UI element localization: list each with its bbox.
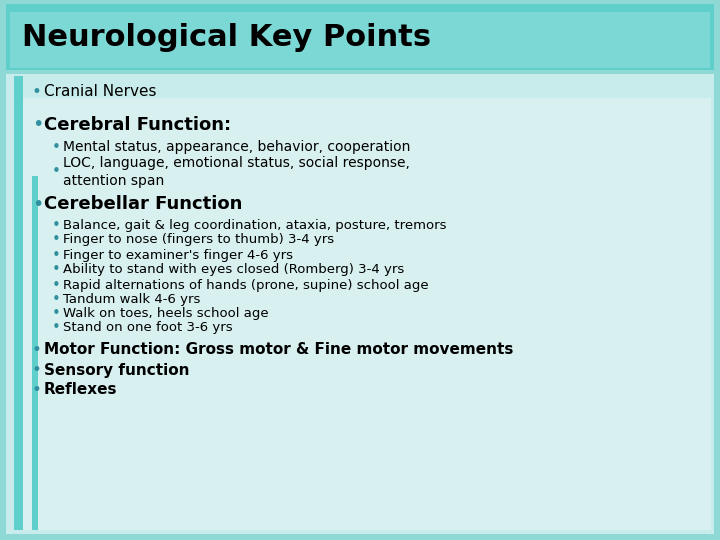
- Text: Cerebral Function:: Cerebral Function:: [44, 116, 231, 134]
- Text: Motor Function: Gross motor & Fine motor movements: Motor Function: Gross motor & Fine motor…: [44, 342, 513, 357]
- Bar: [14, 76, 23, 112]
- Bar: [21, 98, 711, 530]
- Text: •: •: [52, 262, 60, 278]
- Text: •: •: [52, 218, 60, 233]
- Text: Cerebellar Function: Cerebellar Function: [44, 195, 243, 213]
- Bar: [10, 12, 710, 68]
- Text: Balance, gait & leg coordination, ataxia, posture, tremors: Balance, gait & leg coordination, ataxia…: [63, 219, 446, 232]
- Text: Ability to stand with eyes closed (Romberg) 3-4 yrs: Ability to stand with eyes closed (Rombe…: [63, 264, 404, 276]
- Text: Reflexes: Reflexes: [44, 382, 117, 397]
- Text: •: •: [32, 341, 42, 359]
- Text: Mental status, appearance, behavior, cooperation: Mental status, appearance, behavior, coo…: [63, 140, 410, 154]
- Bar: [6, 76, 714, 534]
- Text: Finger to examiner's finger 4-6 yrs: Finger to examiner's finger 4-6 yrs: [63, 248, 293, 261]
- Text: Stand on one foot 3-6 yrs: Stand on one foot 3-6 yrs: [63, 321, 233, 334]
- Bar: [6, 74, 714, 100]
- Text: Rapid alternations of hands (prone, supine) school age: Rapid alternations of hands (prone, supi…: [63, 279, 428, 292]
- Text: Sensory function: Sensory function: [44, 362, 189, 377]
- Text: •: •: [32, 361, 42, 379]
- Text: •: •: [32, 381, 42, 399]
- Text: •: •: [52, 233, 60, 247]
- Bar: [6, 4, 714, 72]
- Text: •: •: [52, 278, 60, 293]
- Text: •: •: [52, 306, 60, 321]
- Text: •: •: [32, 83, 42, 101]
- Text: Tandum walk 4-6 yrs: Tandum walk 4-6 yrs: [63, 293, 200, 306]
- Text: •: •: [52, 292, 60, 307]
- Text: •: •: [52, 165, 61, 179]
- Text: LOC, language, emotional status, social response,
attention span: LOC, language, emotional status, social …: [63, 157, 410, 187]
- Text: Walk on toes, heels school age: Walk on toes, heels school age: [63, 307, 269, 320]
- Bar: [6, 70, 714, 74]
- Text: Neurological Key Points: Neurological Key Points: [22, 24, 431, 52]
- Text: Finger to nose (fingers to thumb) 3-4 yrs: Finger to nose (fingers to thumb) 3-4 yr…: [63, 233, 334, 246]
- Text: Cranial Nerves: Cranial Nerves: [44, 84, 156, 99]
- Text: •: •: [32, 194, 43, 213]
- Text: •: •: [52, 247, 60, 262]
- Text: •: •: [52, 320, 60, 334]
- Text: •: •: [32, 116, 43, 134]
- Bar: [32, 176, 38, 530]
- Text: •: •: [52, 139, 61, 154]
- Bar: [14, 110, 23, 530]
